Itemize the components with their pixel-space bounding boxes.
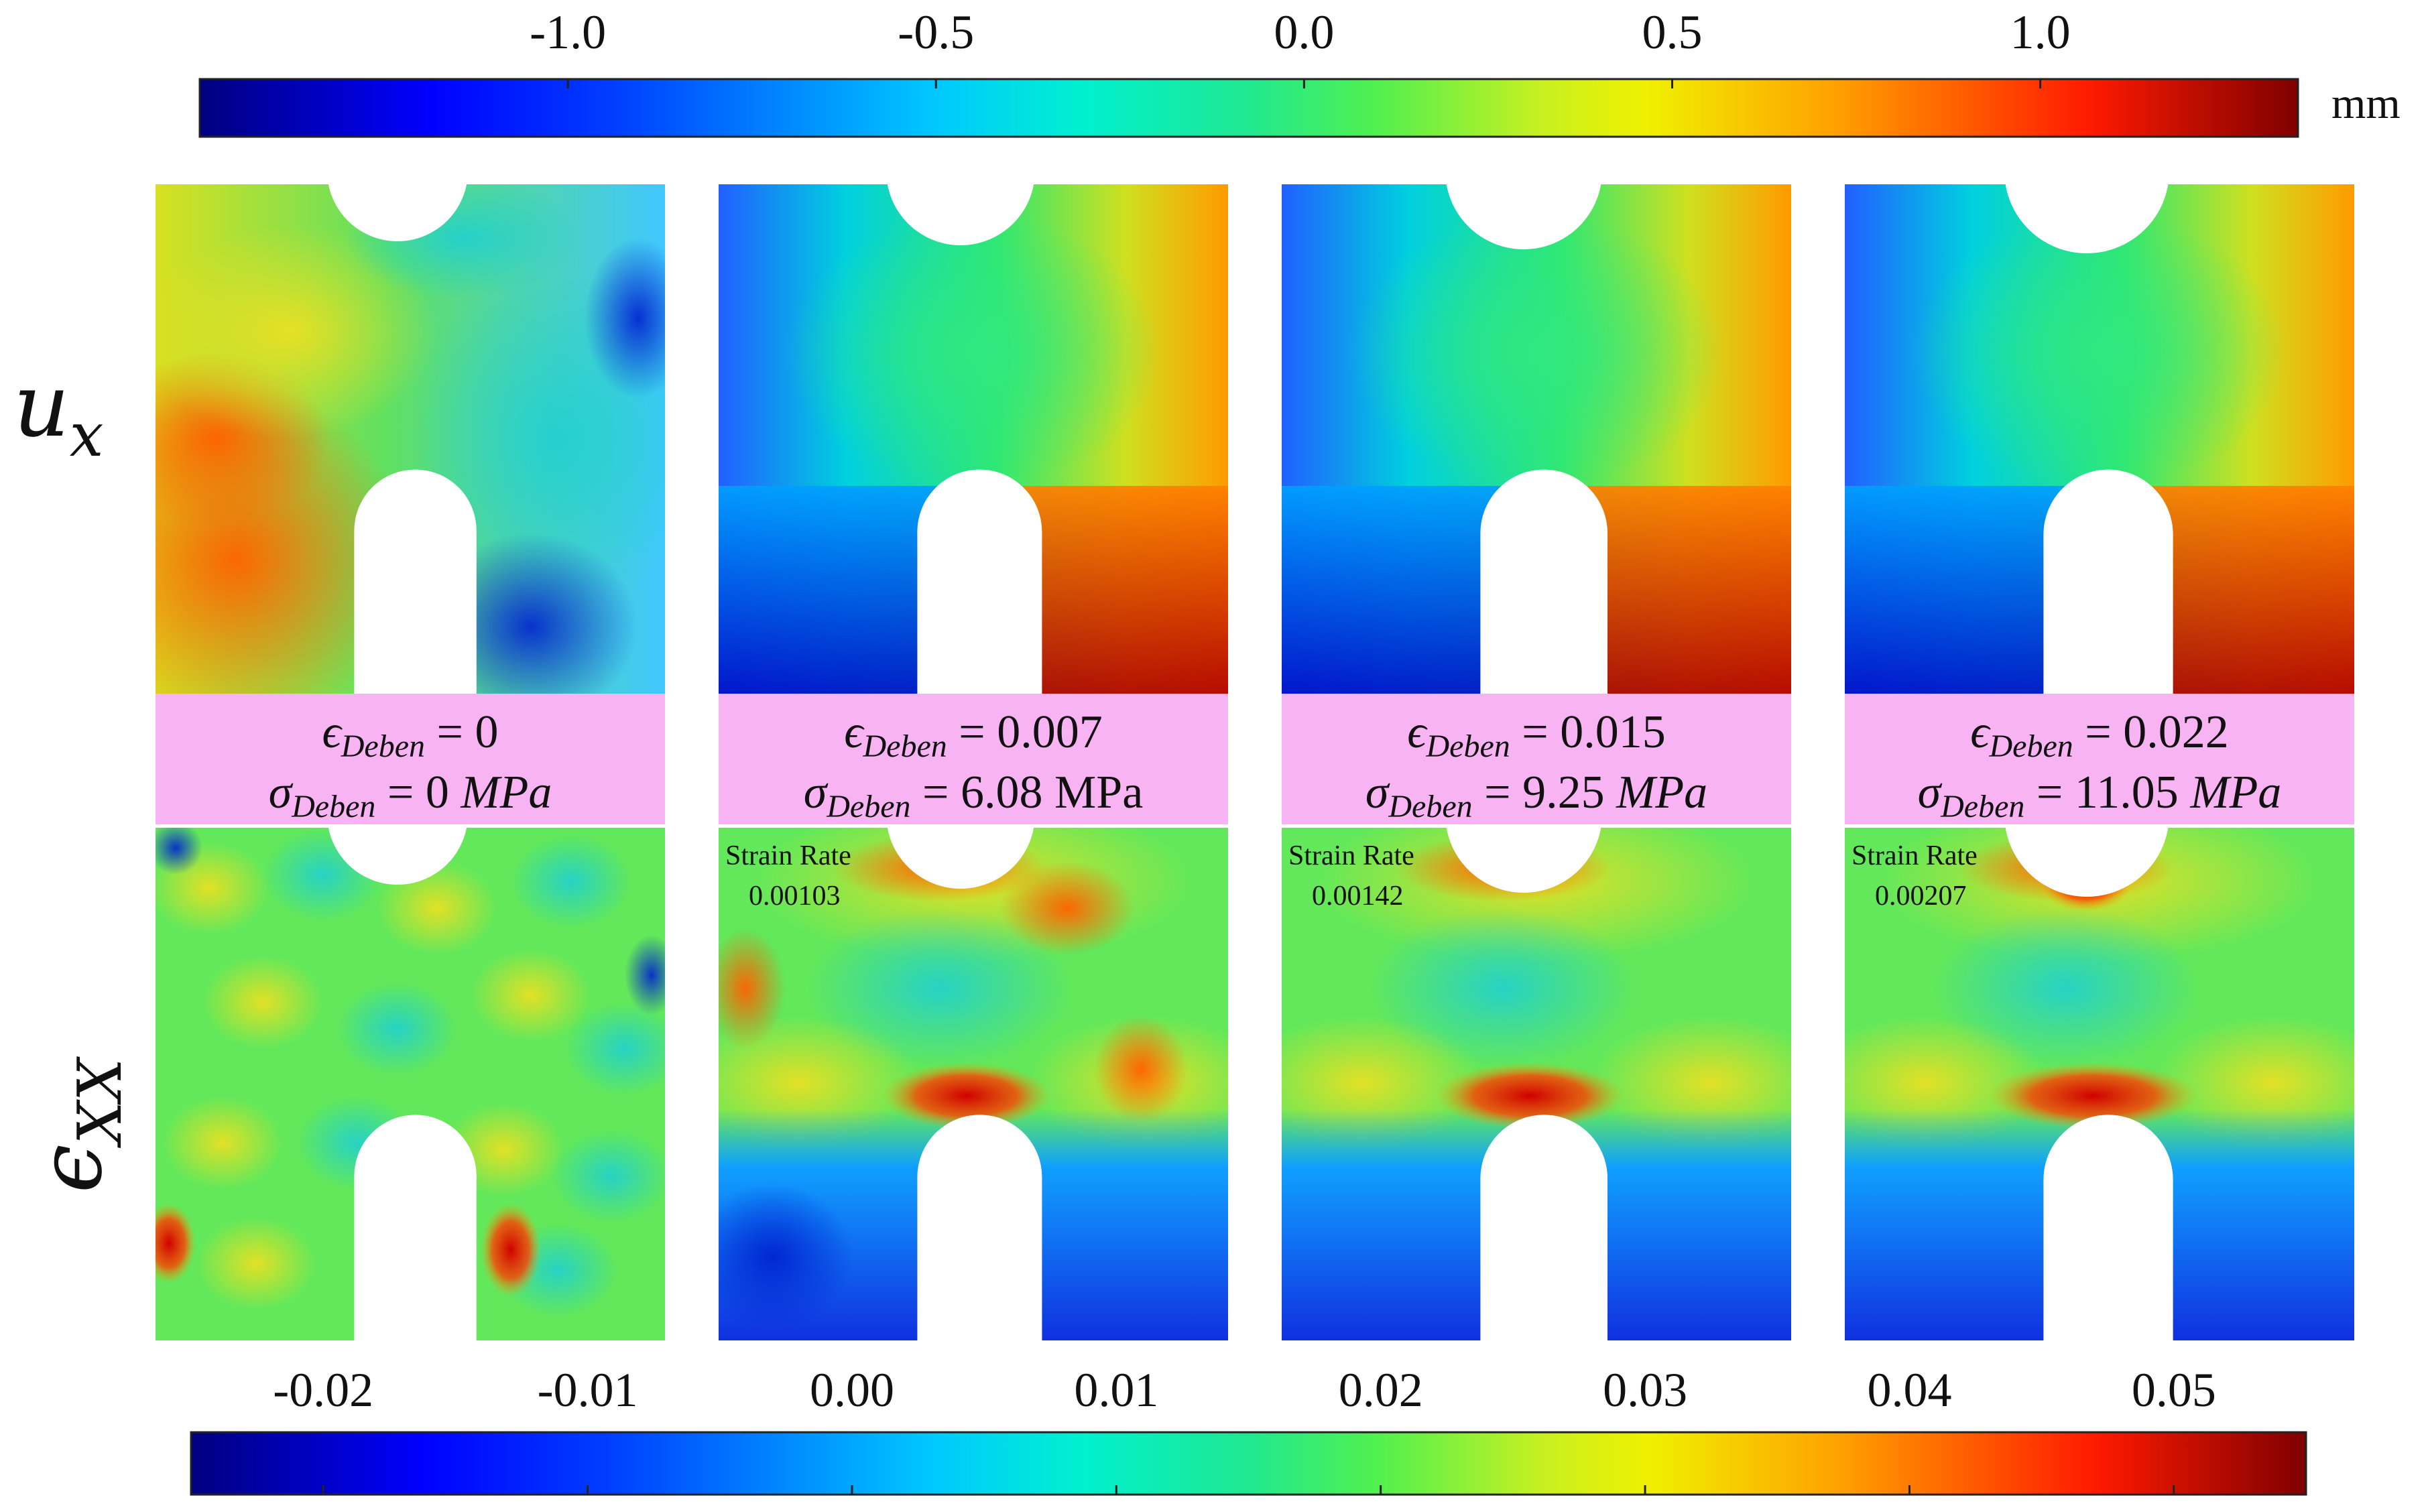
top-colorbar: -1.0 -0.5 0.0 0.5 1.0 mm [198, 5, 2401, 138]
strain-rate-value: 0.00142 [1312, 881, 1404, 911]
top-colorbar-tick-label: 0.5 [1642, 5, 1702, 59]
strain-rate-label: Strain Rate [1852, 840, 1978, 871]
exx-map [678, 801, 1268, 1340]
strain-rate-annotation: Strain Rate 0.00103 [725, 840, 851, 911]
bottom-colorbar-tick-label: -0.02 [273, 1363, 373, 1417]
exx-map [1805, 801, 2394, 1340]
bottom-colorbar-tick-label: 0.04 [1867, 1363, 1951, 1417]
ux-map [719, 184, 1228, 694]
strain-rate-label: Strain Rate [1288, 840, 1414, 871]
strain-rate-annotation: Strain Rate 0.00207 [1852, 840, 1978, 911]
top-colorbar-tick-label: 1.0 [2010, 5, 2071, 59]
strain-rate-value: 0.00207 [1875, 881, 1967, 911]
ux-map [62, 178, 705, 734]
strain-caption: ϵDeben = 0.022 [1970, 706, 2228, 764]
bottom-colorbar-tick-label: 0.03 [1603, 1363, 1687, 1417]
top-colorbar-tick-label: 0.0 [1274, 5, 1334, 59]
top-colorbar-unit: mm [2331, 79, 2401, 128]
ux-map [1282, 184, 1791, 694]
bottom-colorbar-tick-label: 0.01 [1074, 1363, 1158, 1417]
bottom-colorbar-tick-label: 0.02 [1339, 1363, 1423, 1417]
bottom-colorbar-tick-label: 0.00 [810, 1363, 894, 1417]
strain-rate-value: 0.00103 [749, 881, 841, 911]
top-colorbar-tick-label: -0.5 [898, 5, 974, 59]
bottom-colorbar-tick-label: 0.05 [2132, 1363, 2216, 1417]
row-label-ux: ux [13, 355, 104, 470]
strain-caption: ϵDeben = 0.015 [1407, 706, 1665, 764]
strain-caption: ϵDeben = 0.007 [844, 706, 1102, 764]
strain-rate-label: Strain Rate [725, 840, 851, 871]
stress-caption: σDeben = 0 MPa [269, 767, 552, 824]
exx-map [142, 821, 685, 1340]
bottom-colorbar: -0.02 -0.01 0.00 0.01 0.02 0.03 0.04 0.05 [190, 1363, 2307, 1496]
strain-caption: ϵDeben = 0 [322, 706, 499, 764]
bottom-colorbar-tick-label: -0.01 [538, 1363, 638, 1417]
strain-rate-annotation: Strain Rate 0.00142 [1288, 840, 1414, 911]
top-colorbar-tick-label: -1.0 [530, 5, 606, 59]
exx-map [1241, 801, 1831, 1340]
row-label-exx: ϵXX [19, 1056, 135, 1193]
ux-map [1845, 184, 2354, 694]
